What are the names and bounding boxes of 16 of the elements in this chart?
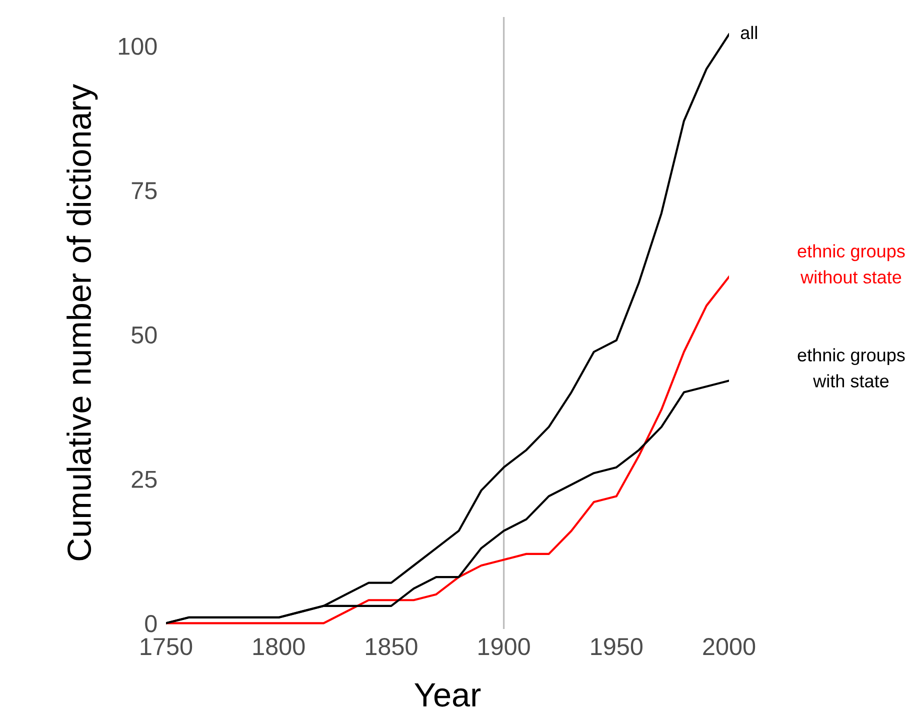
series-label: all xyxy=(740,26,757,40)
y-tick-label: 75 xyxy=(132,182,157,200)
y-tick-label: 25 xyxy=(132,470,157,488)
x-tick-label: 1850 xyxy=(366,638,418,656)
x-tick-label: 1800 xyxy=(253,638,305,656)
x-tick-label: 1750 xyxy=(140,638,192,656)
y-tick-label: 50 xyxy=(132,326,157,344)
text: ethnic groups without state xyxy=(798,244,905,284)
y-tick-label: 0 xyxy=(145,615,157,632)
x-tick-label: 1950 xyxy=(591,638,642,656)
text: ethnic groups with state xyxy=(798,348,905,388)
x-tick-label: 1900 xyxy=(478,638,530,656)
x-axis-title: Year xyxy=(414,683,481,707)
y-axis-title: Cumulative number of dictionary xyxy=(66,84,98,560)
x-tick-label: 2000 xyxy=(703,638,756,656)
y-tick-label: 100 xyxy=(118,38,157,55)
